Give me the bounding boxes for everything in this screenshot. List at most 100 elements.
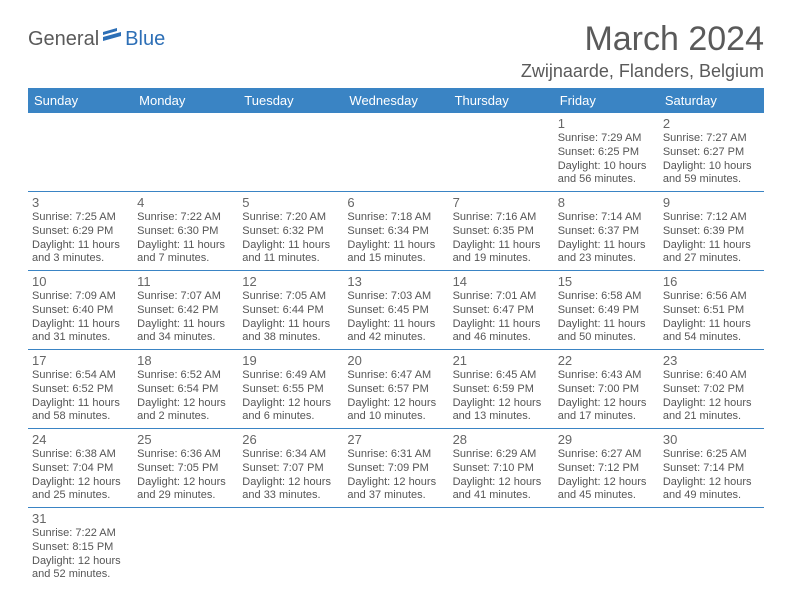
calendar-empty-cell xyxy=(133,113,238,192)
calendar-day-cell: 25Sunrise: 6:36 AM Sunset: 7:05 PM Dayli… xyxy=(133,429,238,508)
day-details: Sunrise: 6:25 AM Sunset: 7:14 PM Dayligh… xyxy=(663,448,760,503)
calendar-day-cell: 26Sunrise: 6:34 AM Sunset: 7:07 PM Dayli… xyxy=(238,429,343,508)
day-details: Sunrise: 6:54 AM Sunset: 6:52 PM Dayligh… xyxy=(32,369,129,424)
weekday-header: Wednesday xyxy=(343,88,448,113)
calendar-week-row: 17Sunrise: 6:54 AM Sunset: 6:52 PM Dayli… xyxy=(28,350,764,429)
month-title: March 2024 xyxy=(521,20,764,59)
calendar-day-cell: 3Sunrise: 7:25 AM Sunset: 6:29 PM Daylig… xyxy=(28,192,133,271)
day-details: Sunrise: 7:01 AM Sunset: 6:47 PM Dayligh… xyxy=(453,290,550,345)
calendar-day-cell: 5Sunrise: 7:20 AM Sunset: 6:32 PM Daylig… xyxy=(238,192,343,271)
day-number: 14 xyxy=(453,274,550,289)
day-number: 18 xyxy=(137,353,234,368)
day-number: 21 xyxy=(453,353,550,368)
day-details: Sunrise: 6:47 AM Sunset: 6:57 PM Dayligh… xyxy=(347,369,444,424)
day-details: Sunrise: 7:09 AM Sunset: 6:40 PM Dayligh… xyxy=(32,290,129,345)
day-number: 16 xyxy=(663,274,760,289)
day-number: 26 xyxy=(242,432,339,447)
day-details: Sunrise: 6:31 AM Sunset: 7:09 PM Dayligh… xyxy=(347,448,444,503)
day-details: Sunrise: 6:38 AM Sunset: 7:04 PM Dayligh… xyxy=(32,448,129,503)
day-details: Sunrise: 6:49 AM Sunset: 6:55 PM Dayligh… xyxy=(242,369,339,424)
calendar-body: 1Sunrise: 7:29 AM Sunset: 6:25 PM Daylig… xyxy=(28,113,764,586)
logo-text-blue: Blue xyxy=(125,28,165,51)
calendar-day-cell: 18Sunrise: 6:52 AM Sunset: 6:54 PM Dayli… xyxy=(133,350,238,429)
calendar-empty-cell xyxy=(133,508,238,587)
day-number: 28 xyxy=(453,432,550,447)
calendar-day-cell: 2Sunrise: 7:27 AM Sunset: 6:27 PM Daylig… xyxy=(659,113,764,192)
calendar-day-cell: 6Sunrise: 7:18 AM Sunset: 6:34 PM Daylig… xyxy=(343,192,448,271)
calendar-empty-cell xyxy=(238,113,343,192)
calendar-day-cell: 4Sunrise: 7:22 AM Sunset: 6:30 PM Daylig… xyxy=(133,192,238,271)
day-number: 19 xyxy=(242,353,339,368)
day-details: Sunrise: 6:27 AM Sunset: 7:12 PM Dayligh… xyxy=(558,448,655,503)
calendar-day-cell: 20Sunrise: 6:47 AM Sunset: 6:57 PM Dayli… xyxy=(343,350,448,429)
calendar-day-cell: 8Sunrise: 7:14 AM Sunset: 6:37 PM Daylig… xyxy=(554,192,659,271)
calendar-table: SundayMondayTuesdayWednesdayThursdayFrid… xyxy=(28,88,764,586)
day-details: Sunrise: 7:22 AM Sunset: 6:30 PM Dayligh… xyxy=(137,211,234,266)
calendar-day-cell: 23Sunrise: 6:40 AM Sunset: 7:02 PM Dayli… xyxy=(659,350,764,429)
calendar-day-cell: 19Sunrise: 6:49 AM Sunset: 6:55 PM Dayli… xyxy=(238,350,343,429)
calendar-day-cell: 12Sunrise: 7:05 AM Sunset: 6:44 PM Dayli… xyxy=(238,271,343,350)
day-details: Sunrise: 6:52 AM Sunset: 6:54 PM Dayligh… xyxy=(137,369,234,424)
day-number: 1 xyxy=(558,116,655,131)
calendar-day-cell: 14Sunrise: 7:01 AM Sunset: 6:47 PM Dayli… xyxy=(449,271,554,350)
day-number: 29 xyxy=(558,432,655,447)
day-number: 9 xyxy=(663,195,760,210)
calendar-day-cell: 13Sunrise: 7:03 AM Sunset: 6:45 PM Dayli… xyxy=(343,271,448,350)
calendar-empty-cell xyxy=(449,508,554,587)
day-number: 15 xyxy=(558,274,655,289)
day-number: 24 xyxy=(32,432,129,447)
day-details: Sunrise: 7:05 AM Sunset: 6:44 PM Dayligh… xyxy=(242,290,339,345)
day-number: 10 xyxy=(32,274,129,289)
day-number: 27 xyxy=(347,432,444,447)
day-number: 17 xyxy=(32,353,129,368)
day-details: Sunrise: 6:40 AM Sunset: 7:02 PM Dayligh… xyxy=(663,369,760,424)
day-details: Sunrise: 6:56 AM Sunset: 6:51 PM Dayligh… xyxy=(663,290,760,345)
day-details: Sunrise: 6:45 AM Sunset: 6:59 PM Dayligh… xyxy=(453,369,550,424)
calendar-day-cell: 7Sunrise: 7:16 AM Sunset: 6:35 PM Daylig… xyxy=(449,192,554,271)
day-number: 8 xyxy=(558,195,655,210)
calendar-empty-cell xyxy=(554,508,659,587)
day-number: 3 xyxy=(32,195,129,210)
calendar-day-cell: 29Sunrise: 6:27 AM Sunset: 7:12 PM Dayli… xyxy=(554,429,659,508)
calendar-day-cell: 24Sunrise: 6:38 AM Sunset: 7:04 PM Dayli… xyxy=(28,429,133,508)
day-details: Sunrise: 7:03 AM Sunset: 6:45 PM Dayligh… xyxy=(347,290,444,345)
location-text: Zwijnaarde, Flanders, Belgium xyxy=(521,61,764,82)
calendar-empty-cell xyxy=(449,113,554,192)
day-number: 23 xyxy=(663,353,760,368)
calendar-empty-cell xyxy=(238,508,343,587)
logo: General Blue xyxy=(28,20,165,51)
calendar-day-cell: 1Sunrise: 7:29 AM Sunset: 6:25 PM Daylig… xyxy=(554,113,659,192)
day-number: 4 xyxy=(137,195,234,210)
calendar-day-cell: 30Sunrise: 6:25 AM Sunset: 7:14 PM Dayli… xyxy=(659,429,764,508)
weekday-header: Thursday xyxy=(449,88,554,113)
day-number: 22 xyxy=(558,353,655,368)
day-number: 2 xyxy=(663,116,760,131)
day-number: 7 xyxy=(453,195,550,210)
day-number: 6 xyxy=(347,195,444,210)
day-details: Sunrise: 7:12 AM Sunset: 6:39 PM Dayligh… xyxy=(663,211,760,266)
day-number: 12 xyxy=(242,274,339,289)
calendar-day-cell: 10Sunrise: 7:09 AM Sunset: 6:40 PM Dayli… xyxy=(28,271,133,350)
day-details: Sunrise: 7:14 AM Sunset: 6:37 PM Dayligh… xyxy=(558,211,655,266)
calendar-day-cell: 15Sunrise: 6:58 AM Sunset: 6:49 PM Dayli… xyxy=(554,271,659,350)
day-details: Sunrise: 7:25 AM Sunset: 6:29 PM Dayligh… xyxy=(32,211,129,266)
day-details: Sunrise: 6:58 AM Sunset: 6:49 PM Dayligh… xyxy=(558,290,655,345)
weekday-header: Saturday xyxy=(659,88,764,113)
day-details: Sunrise: 7:22 AM Sunset: 8:15 PM Dayligh… xyxy=(32,527,129,582)
title-block: March 2024 Zwijnaarde, Flanders, Belgium xyxy=(521,20,764,82)
calendar-day-cell: 16Sunrise: 6:56 AM Sunset: 6:51 PM Dayli… xyxy=(659,271,764,350)
calendar-day-cell: 17Sunrise: 6:54 AM Sunset: 6:52 PM Dayli… xyxy=(28,350,133,429)
day-number: 31 xyxy=(32,511,129,526)
day-number: 25 xyxy=(137,432,234,447)
day-details: Sunrise: 7:18 AM Sunset: 6:34 PM Dayligh… xyxy=(347,211,444,266)
calendar-day-cell: 28Sunrise: 6:29 AM Sunset: 7:10 PM Dayli… xyxy=(449,429,554,508)
flag-icon xyxy=(103,28,125,51)
calendar-day-cell: 31Sunrise: 7:22 AM Sunset: 8:15 PM Dayli… xyxy=(28,508,133,587)
logo-text-general: General xyxy=(28,28,99,51)
page-header: General Blue March 2024 Zwijnaarde, Flan… xyxy=(28,20,764,82)
calendar-empty-cell xyxy=(343,508,448,587)
calendar-empty-cell xyxy=(343,113,448,192)
day-details: Sunrise: 6:34 AM Sunset: 7:07 PM Dayligh… xyxy=(242,448,339,503)
day-details: Sunrise: 6:43 AM Sunset: 7:00 PM Dayligh… xyxy=(558,369,655,424)
calendar-week-row: 31Sunrise: 7:22 AM Sunset: 8:15 PM Dayli… xyxy=(28,508,764,587)
